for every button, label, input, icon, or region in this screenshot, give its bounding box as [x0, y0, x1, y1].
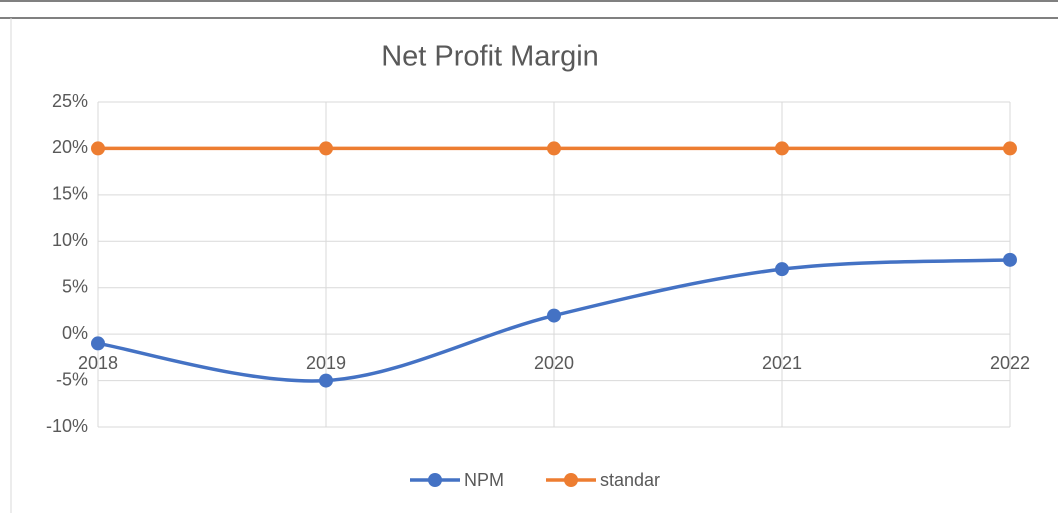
y-tick-label: 0% [62, 323, 88, 343]
legend-label: NPM [464, 470, 504, 490]
marker [1003, 141, 1017, 156]
marker [547, 308, 561, 323]
y-tick-label: 5% [62, 276, 88, 296]
y-tick-label: -10% [46, 416, 88, 436]
chart-title: Net Profit Margin [381, 41, 599, 73]
legend-marker [564, 473, 578, 487]
marker [91, 336, 105, 351]
x-tick-label: 2018 [78, 353, 118, 373]
marker [775, 262, 789, 277]
legend-label: standar [600, 470, 660, 490]
x-tick-label: 2022 [990, 353, 1030, 373]
x-tick-label: 2021 [762, 353, 802, 373]
x-tick-label: 2020 [534, 353, 574, 373]
y-tick-label: 20% [52, 137, 88, 157]
y-tick-label: 25% [52, 91, 88, 111]
marker [91, 141, 105, 156]
marker [1003, 252, 1017, 267]
marker [319, 373, 333, 388]
marker [547, 141, 561, 156]
x-tick-label: 2019 [306, 353, 346, 373]
y-tick-label: -5% [56, 369, 88, 389]
y-tick-label: 15% [52, 184, 88, 204]
marker [775, 141, 789, 156]
y-tick-label: 10% [52, 230, 88, 250]
legend-marker [428, 473, 442, 487]
marker [319, 141, 333, 156]
